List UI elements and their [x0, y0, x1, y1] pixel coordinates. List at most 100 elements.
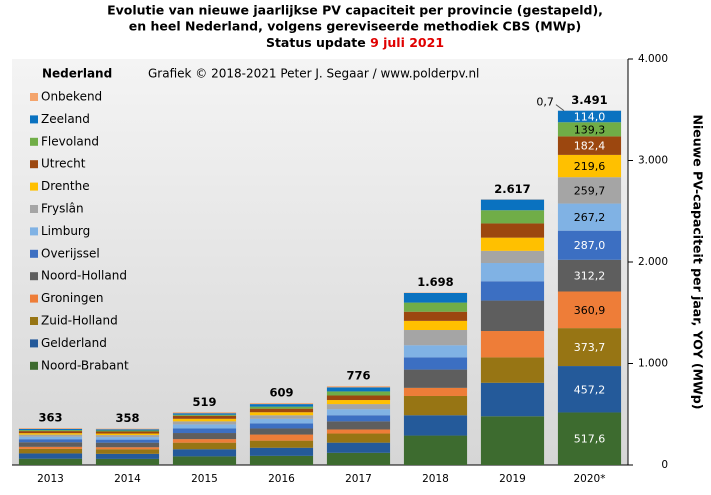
legend-swatch — [30, 317, 38, 325]
chart-title: en heel Nederland, volgens gereviseerde … — [129, 19, 581, 34]
legend-swatch — [30, 272, 38, 280]
legend-swatch — [30, 183, 38, 191]
legend-title: Nederland — [42, 67, 112, 81]
credit: Grafiek © 2018-2021 Peter J. Segaar / ww… — [148, 67, 479, 81]
bar-segment — [173, 439, 236, 443]
total-label: 519 — [192, 395, 216, 409]
bar-segment — [173, 415, 236, 416]
bar-segment — [250, 407, 313, 409]
bar-segment — [481, 238, 544, 251]
legend-swatch — [30, 295, 38, 303]
chart-title: Evolutie van nieuwe jaarlijkse PV capaci… — [107, 3, 603, 18]
title-text: Status update — [266, 35, 370, 50]
data-label: 517,6 — [574, 433, 606, 446]
bar-segment — [96, 447, 159, 449]
bar-segment — [96, 430, 159, 431]
x-tick-label: 2014 — [114, 473, 141, 485]
title-date: 9 juli 2021 — [370, 35, 444, 50]
data-label: 114,0 — [574, 110, 606, 123]
bar-segment — [96, 449, 159, 454]
bar-segment — [404, 330, 467, 345]
bar-segment — [96, 454, 159, 459]
y-axis-label: Nieuwe PV-capaciteit per jaar, YOY (MWp) — [691, 115, 706, 410]
bar-segment — [19, 430, 82, 431]
data-label: 259,7 — [574, 184, 606, 197]
total-label: 358 — [115, 411, 139, 425]
bar-segment — [404, 388, 467, 396]
x-tick-label: 2015 — [191, 473, 218, 485]
total-label: 1.698 — [417, 275, 453, 289]
legend-label: Gelderland — [41, 336, 107, 350]
bar-segment — [327, 400, 390, 404]
bar-segment — [250, 435, 313, 441]
data-label: 139,3 — [574, 123, 606, 136]
bar-segment — [173, 443, 236, 450]
bar-segment — [404, 436, 467, 465]
y-tick-label: 2.000 — [638, 256, 668, 268]
bar-segment — [19, 459, 82, 465]
bar-segment — [327, 415, 390, 421]
data-label: 373,7 — [574, 341, 606, 354]
y-tick-label: 0 — [661, 459, 668, 471]
bar-segment — [19, 435, 82, 437]
data-label: 182,4 — [574, 140, 606, 153]
bar-segment — [19, 453, 82, 458]
x-tick-label: 2017 — [345, 473, 372, 485]
bar-segment — [404, 303, 467, 312]
legend-swatch — [30, 205, 38, 213]
legend-swatch — [30, 93, 38, 101]
bar-segment — [19, 433, 82, 435]
chart-title: Status update 9 juli 2021 — [266, 35, 444, 50]
bar-segment — [250, 415, 313, 419]
bar-segment — [404, 415, 467, 435]
bar-segment — [250, 456, 313, 465]
bar-segment — [173, 412, 236, 413]
bar-segment — [173, 456, 236, 465]
bar-segment — [96, 435, 159, 437]
bar-segment — [173, 419, 236, 422]
bar-segment — [173, 428, 236, 433]
bar-segment — [481, 263, 544, 281]
legend-swatch — [30, 250, 38, 258]
bar-segment — [250, 404, 313, 407]
bar-segment — [250, 419, 313, 424]
x-tick-label: 2013 — [37, 473, 64, 485]
bar-segment — [481, 223, 544, 237]
legend-label: Overijssel — [41, 246, 100, 260]
bar-segment — [250, 448, 313, 456]
legend-label: Flevoland — [41, 134, 99, 148]
bar-segment — [96, 440, 159, 443]
bar-segment — [481, 281, 544, 300]
bar-segment — [327, 387, 390, 391]
legend-label: Utrecht — [41, 157, 86, 171]
data-label: 312,2 — [574, 270, 606, 283]
data-label: 360,9 — [574, 304, 606, 317]
bar-segment — [404, 293, 467, 303]
bar-segment — [481, 331, 544, 357]
bar-segment — [96, 437, 159, 440]
legend-label: Limburg — [41, 224, 90, 238]
bar-segment — [96, 443, 159, 448]
legend-label: Noord-Brabant — [41, 358, 129, 372]
bar-segment — [19, 447, 82, 449]
legend-label: Zuid-Holland — [41, 314, 118, 328]
x-tick-label: 2016 — [268, 473, 295, 485]
bar-segment — [250, 441, 313, 448]
total-label: 776 — [346, 369, 370, 383]
bar-segment — [327, 404, 390, 409]
bar-segment — [327, 386, 390, 387]
bar-segment — [327, 391, 390, 395]
bar-segment — [19, 442, 82, 447]
bar-segment — [19, 429, 82, 430]
y-tick-label: 1.000 — [638, 358, 668, 370]
legend-swatch — [30, 160, 38, 168]
bar-segment — [96, 429, 159, 430]
bar-segment — [19, 428, 82, 429]
total-label: 609 — [269, 386, 293, 400]
bar-segment — [327, 443, 390, 453]
legend-swatch — [30, 339, 38, 347]
x-tick-label: 2020* — [574, 473, 606, 485]
total-label: 2.617 — [494, 182, 530, 196]
bar-segment — [19, 439, 82, 442]
